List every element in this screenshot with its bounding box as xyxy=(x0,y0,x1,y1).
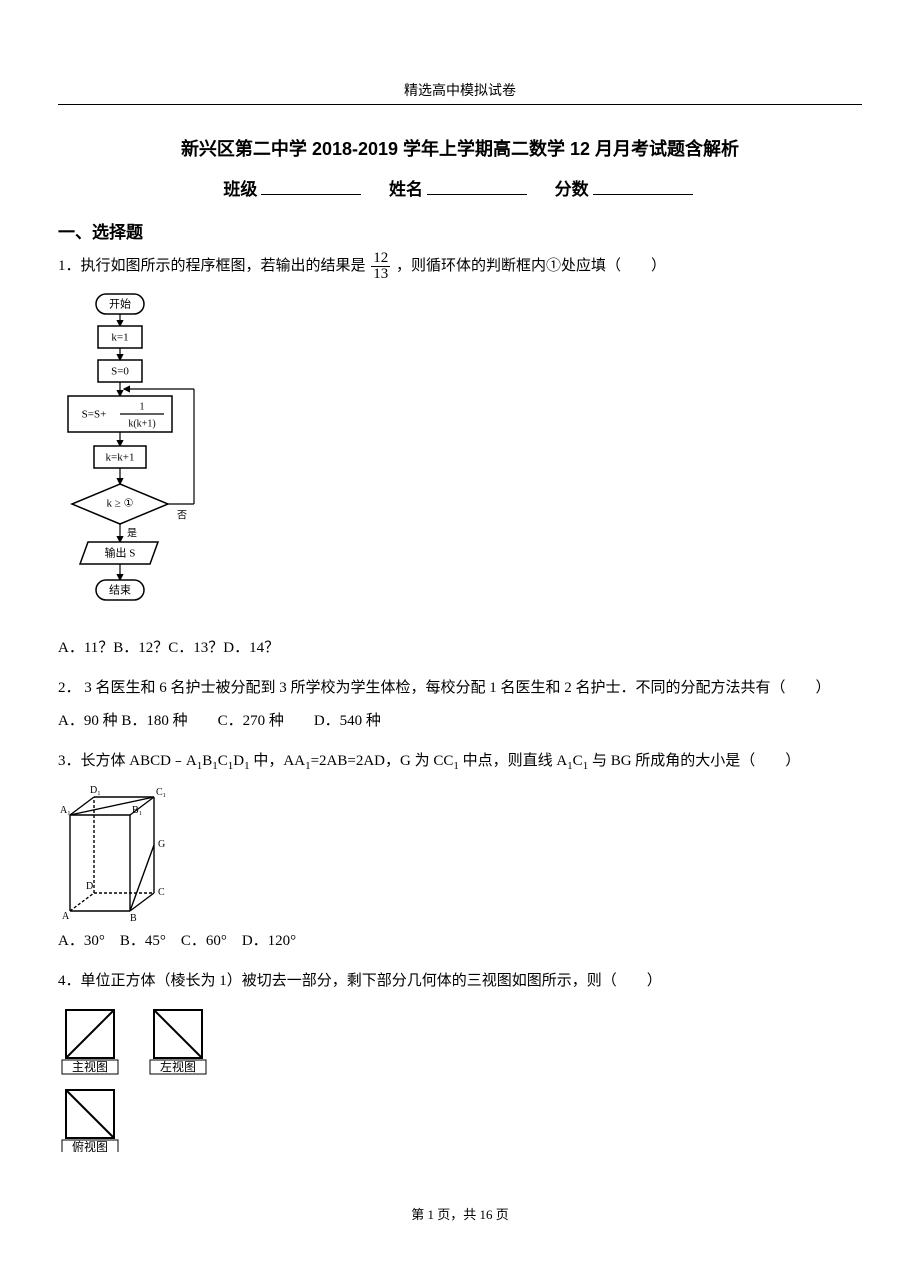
q4-lbl-left: 左视图 xyxy=(160,1059,196,1074)
q1-frac-den: 13 xyxy=(371,267,390,282)
q3-seg-i: 与 BG 所成角的大小是（ ） xyxy=(588,753,800,769)
q3-seg-d: D xyxy=(233,753,244,769)
q3-seg-f: =2AB=2AD，G 为 CC xyxy=(311,753,454,769)
footer-suffix: 页 xyxy=(493,1207,509,1222)
footer-mid: 页，共 xyxy=(434,1207,480,1222)
fc-sfrac-den: k(k+1) xyxy=(128,418,155,429)
fc-s0: S=0 xyxy=(111,366,129,378)
q1-flowchart: 开始 k=1 S=0 S=S+ 1 k(k+1) k=k+1 k ≥ ① xyxy=(58,290,862,630)
q3-lbl-C1: C₁ xyxy=(156,787,166,798)
fc-sfrac-num: 1 xyxy=(140,401,145,412)
fc-supdate-lhs: S=S+ xyxy=(82,409,107,421)
q4-text: 4．单位正方体（棱长为 1）被切去一部分，剩下部分几何体的三视图如图所示，则（ … xyxy=(58,969,862,995)
q3-seg-h: C xyxy=(573,753,583,769)
q1-text-suffix: ，则循环体的判断框内①处应填（ ） xyxy=(396,258,666,274)
header-rule xyxy=(58,104,862,105)
q1-fraction: 12 13 xyxy=(371,251,390,282)
footer-prefix: 第 xyxy=(411,1207,427,1222)
q1-options: A．11？B．12？C．13？D．14？ xyxy=(58,636,862,662)
fc-cond: k ≥ ① xyxy=(107,498,134,510)
name-label: 姓名 xyxy=(389,180,423,199)
q3-lbl-B1: B₁ xyxy=(132,805,142,816)
question-4: 4．单位正方体（棱长为 1）被切去一部分，剩下部分几何体的三视图如图所示，则（ … xyxy=(58,969,862,995)
q3-seg-e: 中，AA xyxy=(250,753,305,769)
q4-lbl-top: 俯视图 xyxy=(72,1139,108,1152)
section-1-head: 一、选择题 xyxy=(58,218,862,243)
fc-kinc: k=k+1 xyxy=(106,452,135,464)
class-label: 班级 xyxy=(223,180,257,199)
fc-k1: k=1 xyxy=(111,332,128,344)
page-footer: 第 1 页，共 16 页 xyxy=(0,1204,920,1223)
q3-lbl-G: G xyxy=(158,839,165,850)
q1-text-prefix: 1．执行如图所示的程序框图，若输出的结果是 xyxy=(58,258,366,274)
name-blank xyxy=(427,194,527,195)
question-2: 2． 3 名医生和 6 名护士被分配到 3 所学校为学生体检，每校分配 1 名医… xyxy=(58,676,862,702)
score-blank xyxy=(593,194,693,195)
fc-out: 输出 S xyxy=(105,546,136,560)
q4-views: 主视图 左视图 俯视图 xyxy=(58,1002,862,1152)
question-1: 1．执行如图所示的程序框图，若输出的结果是 12 13 ，则循环体的判断框内①处… xyxy=(58,251,862,282)
q3-lbl-C: C xyxy=(158,887,165,898)
fc-yes: 是 xyxy=(127,527,137,539)
q2-text: 2． 3 名医生和 6 名护士被分配到 3 所学校为学生体检，每校分配 1 名医… xyxy=(58,676,862,702)
q3-seg-a: 3．长方体 ABCD﹣A xyxy=(58,753,197,769)
q3-seg-c: C xyxy=(218,753,228,769)
footer-total: 16 xyxy=(480,1207,493,1222)
q3-seg-b: B xyxy=(202,753,212,769)
q3-diagram: D₁ C₁ A₁ B₁ G D C A B xyxy=(58,783,862,923)
q3-lbl-A: A xyxy=(62,911,70,922)
class-blank xyxy=(261,194,361,195)
q3-seg-g: 中点，则直线 A xyxy=(459,753,567,769)
q3-options: A．30° B．45° C．60° D．120° xyxy=(58,929,862,955)
page-title: 新兴区第二中学 2018-2019 学年上学期高二数学 12 月月考试题含解析 xyxy=(58,135,862,161)
q2-options: A．90 种 B．180 种 C．270 种 D．540 种 xyxy=(58,709,862,735)
info-row: 班级 姓名 分数 xyxy=(58,175,862,200)
header-label: 精选高中模拟试卷 xyxy=(58,80,862,100)
q3-lbl-A1: A₁ xyxy=(60,805,71,816)
fc-end: 结束 xyxy=(109,584,131,597)
fc-no: 否 xyxy=(177,509,187,521)
fc-start: 开始 xyxy=(109,297,131,311)
q1-frac-num: 12 xyxy=(371,251,390,267)
q3-lbl-B: B xyxy=(130,913,137,923)
q4-lbl-front: 主视图 xyxy=(72,1059,108,1074)
q3-lbl-D1: D₁ xyxy=(90,785,101,796)
q3-lbl-D: D xyxy=(86,881,93,892)
score-label: 分数 xyxy=(555,180,589,199)
question-3: 3．长方体 ABCD﹣A1B1C1D1 中，AA1=2AB=2AD，G 为 CC… xyxy=(58,749,862,776)
